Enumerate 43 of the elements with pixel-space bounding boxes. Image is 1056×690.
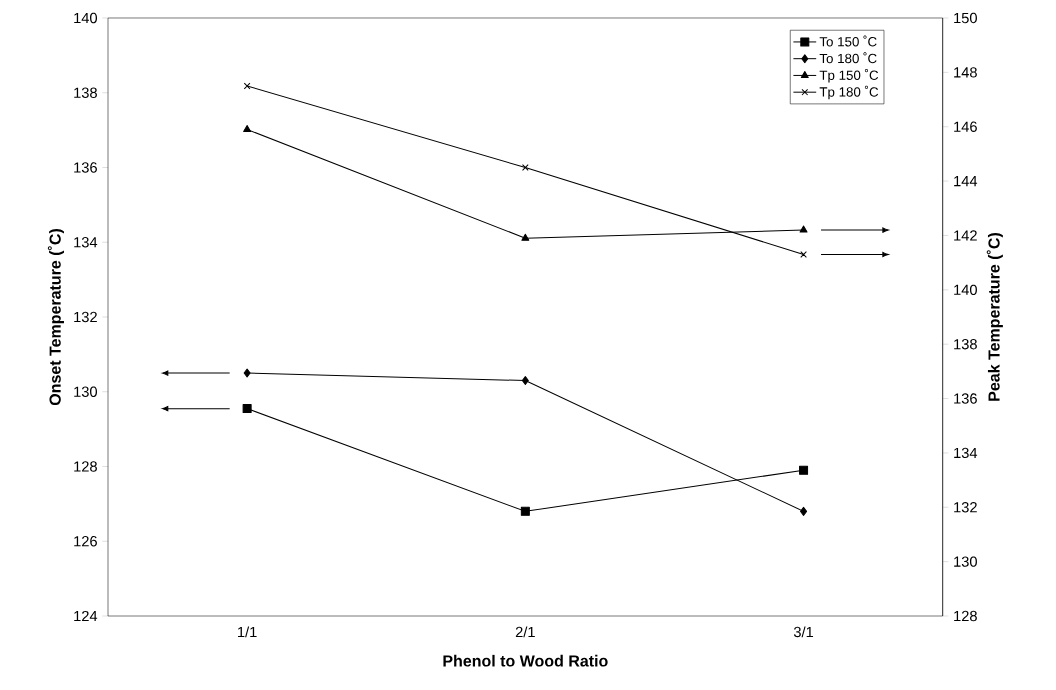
y2-tick-label: 146 xyxy=(954,121,977,132)
y-tick-label: 128 xyxy=(74,461,97,472)
legend-label: To 150 ˚C xyxy=(819,35,877,47)
y2-tick-label: 132 xyxy=(954,502,977,513)
point xyxy=(521,233,530,241)
x-tick-label: 1/1 xyxy=(238,626,257,638)
point xyxy=(243,82,251,90)
legend-label: Tp 180 ˚C xyxy=(819,85,879,100)
legend-label: Tp 150 ˚C xyxy=(819,69,879,83)
y-tick-label: 132 xyxy=(74,311,97,323)
y-tick-label: 134 xyxy=(74,237,98,248)
point xyxy=(520,506,530,516)
y2-tick-label: 148 xyxy=(954,67,977,78)
y-tick-label: 126 xyxy=(74,536,97,547)
y2-tick-label: 128 xyxy=(954,610,977,622)
legend-label: To 180 ˚C xyxy=(819,52,877,64)
point xyxy=(800,251,807,258)
point xyxy=(799,465,809,475)
point xyxy=(243,368,251,378)
x-axis-title: Phenol to Wood Ratio xyxy=(443,654,608,667)
y2-tick-label: 142 xyxy=(954,230,977,241)
point xyxy=(243,124,252,132)
point xyxy=(522,164,529,171)
point xyxy=(242,404,252,414)
point xyxy=(799,225,808,233)
y2-axis-title: Peak Temperature (˚C) xyxy=(986,233,1003,401)
y2-tick-label: 136 xyxy=(954,393,977,404)
y-axis-title: Onset Temperature (˚C) xyxy=(47,229,64,406)
y-tick-label: 136 xyxy=(74,162,97,173)
y2-tick-label: 130 xyxy=(954,556,977,567)
y2-tick-label: 150 xyxy=(954,12,977,24)
point xyxy=(521,376,529,386)
x-tick-label: 3/1 xyxy=(793,626,814,638)
y2-tick-label: 134 xyxy=(954,447,978,459)
y-tick-label: 140 xyxy=(74,12,98,24)
point xyxy=(800,506,808,516)
x-tick-label: 2/1 xyxy=(515,626,535,638)
y2-tick-label: 140 xyxy=(954,284,977,296)
y-tick-label: 124 xyxy=(74,610,98,622)
y-tick-label: 138 xyxy=(74,87,97,98)
y-tick-label: 130 xyxy=(74,386,98,397)
y2-tick-label: 138 xyxy=(954,339,977,350)
y2-tick-label: 144 xyxy=(954,176,978,187)
